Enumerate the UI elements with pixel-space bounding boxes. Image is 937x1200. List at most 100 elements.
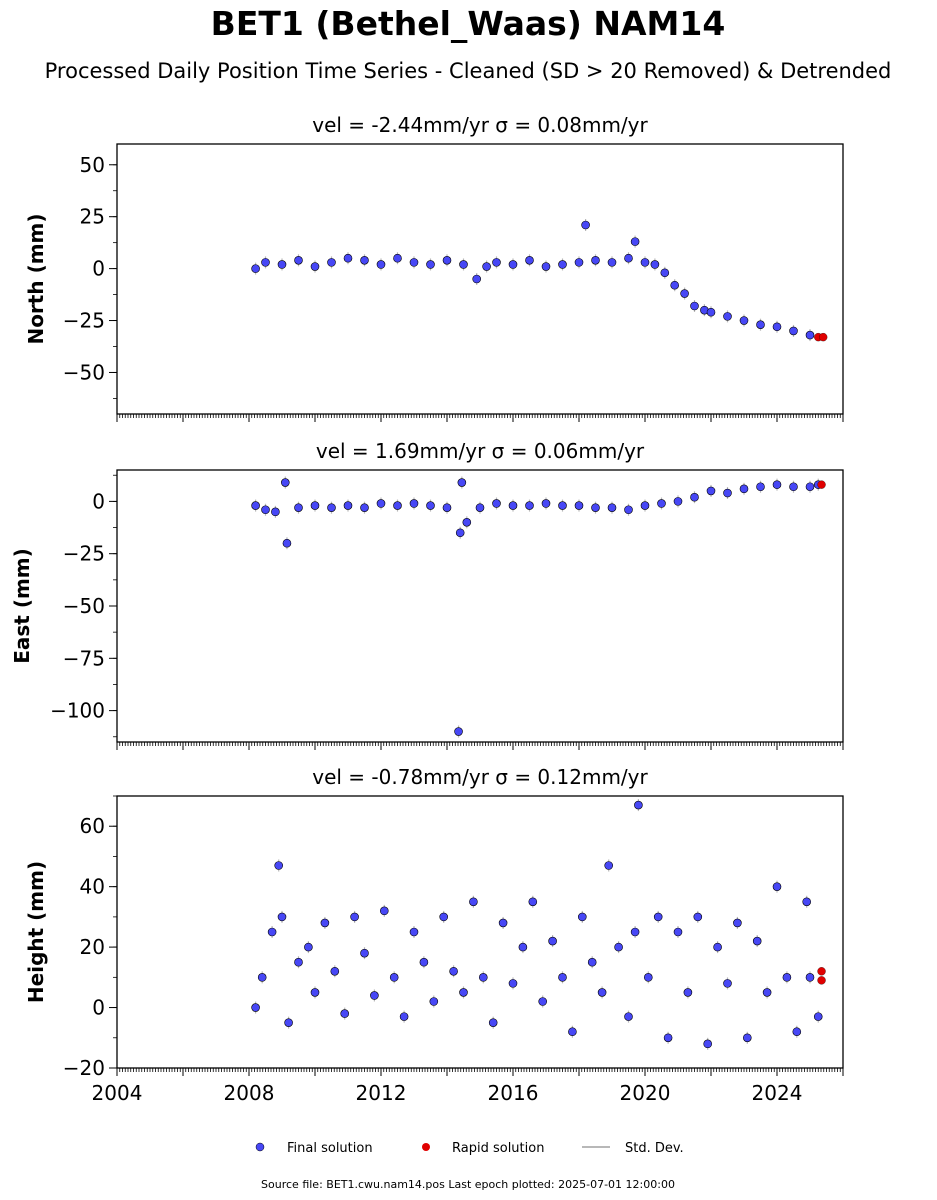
plot-frame [116,469,844,743]
y-tick-label: 60 [80,814,105,838]
final-point [277,260,287,269]
final-point [772,322,782,332]
final-point [251,264,260,273]
panel-title: vel = -0.78mm/yr σ = 0.12mm/yr [312,765,648,789]
final-point [640,501,650,510]
final-point [591,503,600,512]
final-point [558,973,567,982]
final-point [294,256,303,265]
final-point [624,253,633,263]
legend-final-label: Final solution [287,1141,373,1156]
final-point [733,918,742,928]
final-point [409,499,419,508]
y-axis-label: East (mm) [10,548,34,664]
final-point [525,501,534,510]
final-point [393,501,402,510]
final-point [379,906,389,916]
rapid-point [817,480,826,489]
final-point [541,499,551,508]
y-tick-label: 25 [80,205,105,229]
final-point [282,538,292,548]
final-point [591,256,600,265]
plot-frame [116,143,844,415]
final-point [706,486,716,496]
final-point [548,936,557,946]
final-point [327,503,336,512]
final-point [577,912,587,922]
final-point [723,312,732,321]
final-point [492,499,501,508]
final-point [630,237,640,246]
final-point [508,979,518,988]
final-point [607,258,617,267]
final-point [518,942,528,952]
y-tick-label: −100 [50,699,105,723]
final-point [251,501,260,510]
final-point [482,262,491,271]
rapid-point [817,967,826,976]
y-tick-label: 0 [92,489,105,513]
final-point [376,499,386,508]
final-point [690,301,699,311]
final-point [657,499,666,508]
final-point [663,1033,673,1043]
final-point [360,503,369,512]
legend: Final solution Rapid solution Std. Dev. [255,1141,684,1156]
final-point [459,988,468,997]
final-point [350,912,359,922]
final-point [789,326,798,336]
x-tick-label: 2008 [224,1081,275,1105]
final-point [653,912,663,922]
final-point [459,260,468,269]
final-point [327,258,336,267]
y-tick-label: −50 [63,594,105,618]
x-tick-label: 2020 [620,1081,671,1105]
legend-rapid-label: Rapid solution [452,1141,544,1156]
final-point [789,482,798,492]
legend-rapid-marker [422,1143,430,1151]
rapid-point [817,976,826,985]
figure-title: BET1 (Bethel_Waas) NAM14 [211,4,726,43]
panel-title: vel = -2.44mm/yr σ = 0.08mm/yr [312,113,648,137]
north-panel: vel = -2.44mm/yr σ = 0.08mm/yr North (mm)… [24,113,844,422]
final-point [690,492,699,502]
final-point [261,258,270,267]
y-tick-label: −50 [63,360,105,384]
final-point [723,979,732,988]
final-point [670,280,680,290]
final-point [739,316,749,325]
plot-area [251,219,828,342]
final-point [310,988,320,997]
final-point [409,258,419,267]
final-point [756,320,765,329]
plot-area [251,476,826,738]
y-tick-label: −25 [63,542,105,566]
final-point [528,897,538,907]
final-point [772,480,782,489]
final-point [449,966,458,976]
final-point [772,882,782,891]
final-point [330,966,340,976]
x-tick-label: 2012 [356,1081,407,1105]
final-point [574,258,584,267]
final-point [343,501,353,510]
final-point [442,256,452,265]
final-point [587,957,597,967]
final-point [805,973,815,982]
final-point [310,262,320,271]
final-point [673,927,683,937]
x-tick-label: 2024 [752,1081,803,1105]
final-point [475,503,485,512]
final-point [752,936,762,946]
final-point [597,988,607,997]
final-point [538,997,548,1006]
y-tick-label: −75 [63,646,105,670]
final-point [805,330,815,340]
final-point [439,912,449,922]
final-point [568,1027,577,1037]
figure-subtitle: Processed Daily Position Time Series - C… [45,59,892,83]
final-point [274,861,284,870]
final-point [525,256,534,265]
final-point [267,927,277,937]
legend-final-marker [255,1142,265,1152]
